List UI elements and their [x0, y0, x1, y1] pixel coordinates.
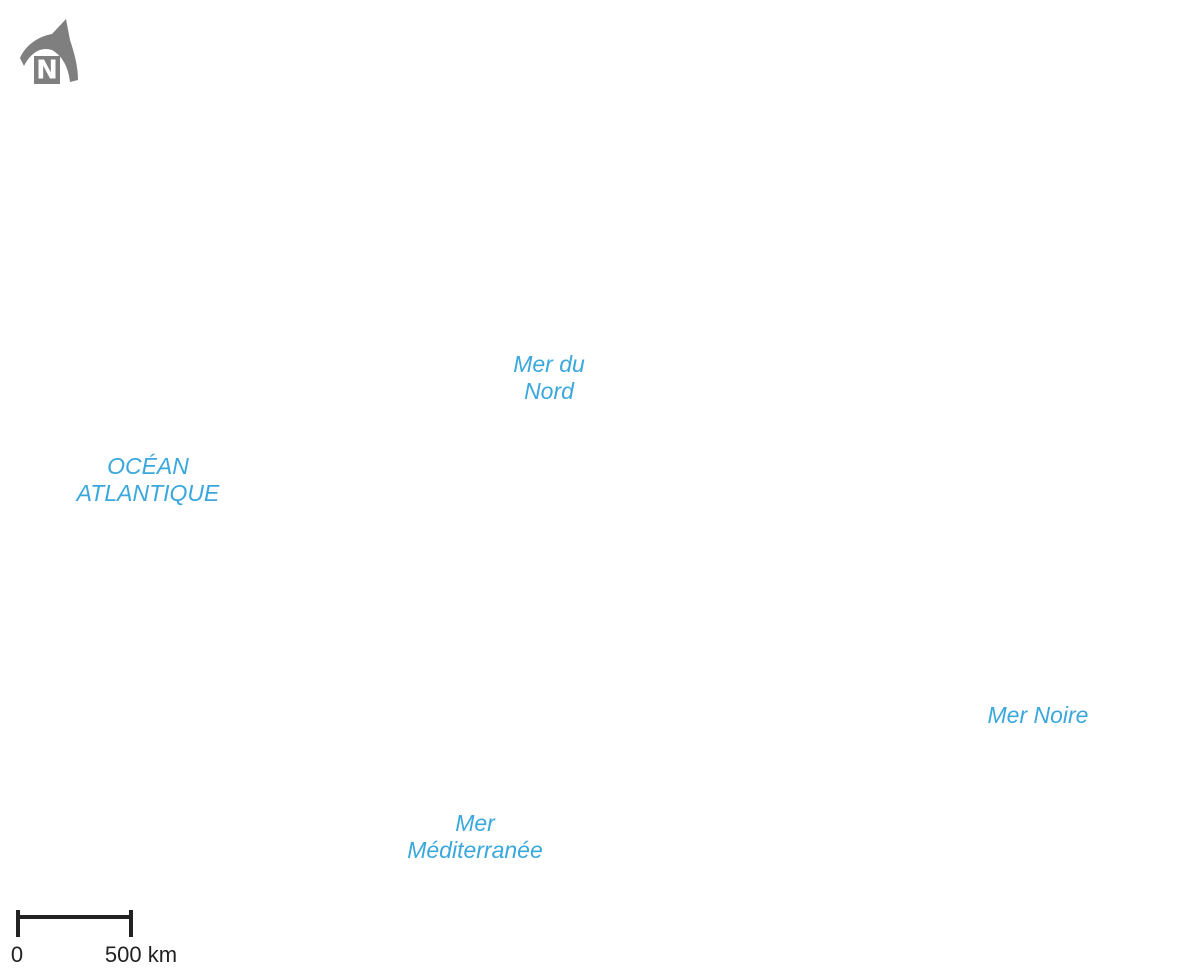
- sea-label: Mer Noire: [988, 702, 1089, 728]
- scale-label: 0: [11, 942, 23, 967]
- scale-bar: 0 500 km: [11, 910, 177, 967]
- sea-label: Nord: [524, 378, 575, 404]
- sea-label: OCÉAN: [107, 453, 189, 479]
- sea-label: Méditerranée: [407, 837, 543, 863]
- scale-label: 500 km: [105, 942, 177, 967]
- north-arrow-badge: [34, 56, 60, 84]
- sea-label: Mer: [455, 810, 496, 836]
- sea-label: ATLANTIQUE: [75, 480, 220, 506]
- north-label: N: [36, 56, 58, 86]
- north-arrow: N: [20, 19, 78, 86]
- north-arrow-shape: [20, 19, 78, 82]
- sea-label: Mer du: [513, 351, 585, 377]
